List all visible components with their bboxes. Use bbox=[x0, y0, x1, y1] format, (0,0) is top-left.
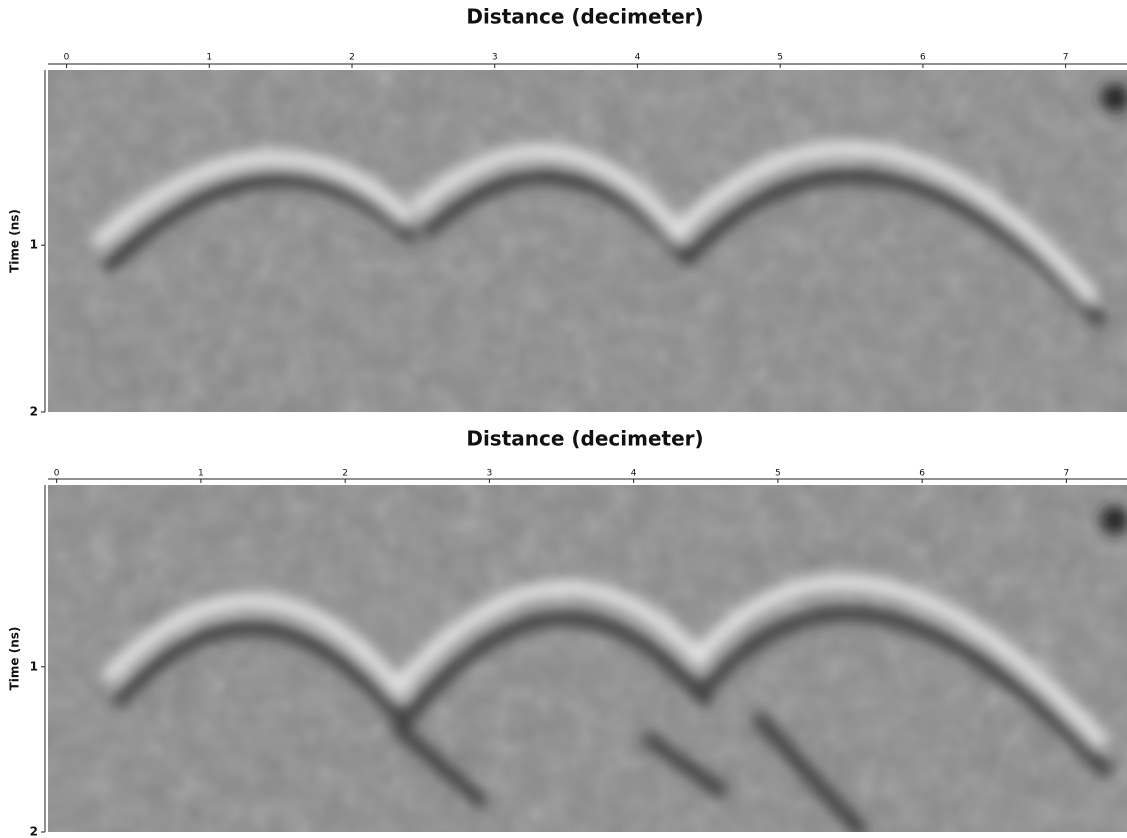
reflection-light bbox=[412, 143, 688, 243]
x-tick-label: 4 bbox=[635, 53, 641, 63]
x-tick-label: 2 bbox=[349, 53, 355, 63]
reflection-dark bbox=[683, 169, 1107, 327]
x-tick-label: 7 bbox=[1064, 469, 1070, 479]
x-tick-label: 7 bbox=[1063, 53, 1069, 63]
reflection-light bbox=[672, 140, 1098, 303]
reflection-dark bbox=[103, 172, 417, 272]
reflection-dark bbox=[698, 606, 1112, 777]
texture bbox=[48, 70, 1127, 412]
reflection-light bbox=[102, 593, 408, 698]
reflection-dark bbox=[113, 621, 412, 732]
chart-title: Distance (decimeter) bbox=[466, 427, 703, 451]
texture bbox=[48, 485, 1127, 832]
x-tick-label: 6 bbox=[919, 469, 925, 479]
reflection-dark bbox=[403, 611, 712, 722]
y-tick-label: 1 bbox=[30, 238, 38, 252]
reflection-dark bbox=[423, 169, 697, 267]
reflection-light bbox=[92, 150, 413, 248]
reflection-light bbox=[392, 580, 708, 693]
reflection-dark bbox=[393, 713, 867, 832]
x-tick-label: 0 bbox=[54, 469, 60, 479]
reflections bbox=[48, 485, 1127, 832]
x-tick-label: 6 bbox=[920, 53, 926, 63]
reflection-light bbox=[692, 574, 1108, 748]
dark-spot bbox=[1101, 84, 1127, 112]
panel: Distance (decimeter) Time (ns) 0 1 2 3 4 5 6 7 1 2 bbox=[8, 5, 1127, 419]
x-tick-label: 5 bbox=[775, 469, 781, 479]
y-tick-label: 2 bbox=[30, 405, 38, 419]
dark-spot bbox=[1101, 506, 1127, 534]
chart-title: Distance (decimeter) bbox=[466, 5, 703, 29]
reflections bbox=[48, 70, 1127, 412]
x-tick-label: 1 bbox=[206, 53, 212, 63]
x-tick-label: 0 bbox=[64, 53, 70, 63]
y-tick-label: 1 bbox=[30, 659, 38, 673]
x-tick-label: 4 bbox=[631, 469, 637, 479]
x-tick-label: 2 bbox=[342, 469, 348, 479]
y-axis-label: Time (ns) bbox=[8, 209, 22, 273]
y-tick-label: 2 bbox=[30, 825, 38, 838]
x-tick-label: 3 bbox=[487, 469, 493, 479]
x-tick-label: 1 bbox=[198, 469, 204, 479]
x-tick-label: 3 bbox=[492, 53, 498, 63]
x-tick-label: 5 bbox=[777, 53, 783, 63]
y-axis-label: Time (ns) bbox=[8, 627, 22, 691]
panel: Distance (decimeter) Time (ns) 0 1 2 3 4 5 6 7 1 2 bbox=[8, 427, 1127, 838]
